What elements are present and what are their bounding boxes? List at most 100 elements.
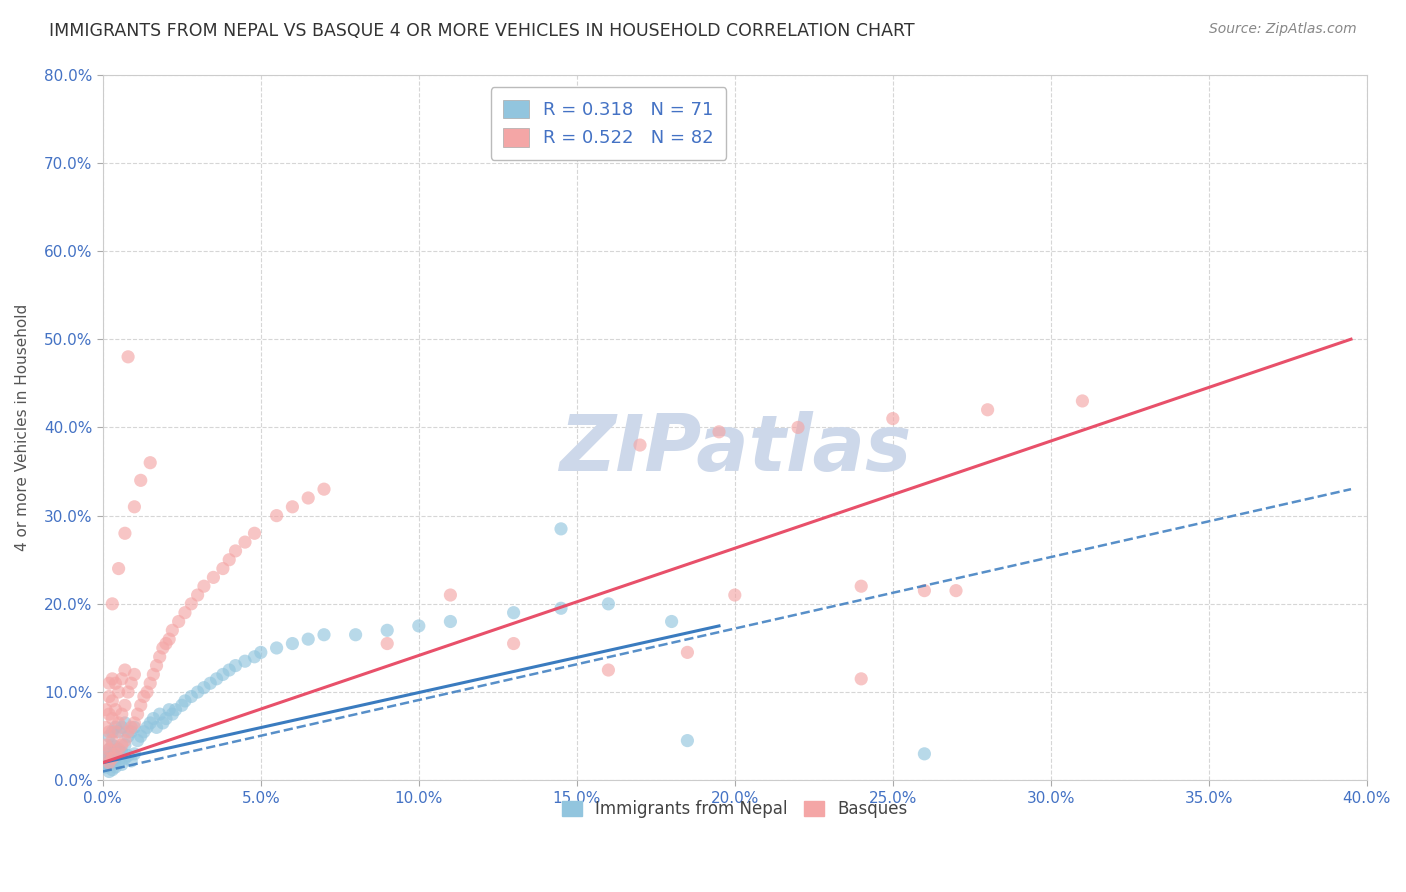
Point bbox=[94, 703, 117, 717]
Point bbox=[98, 724, 121, 739]
Point bbox=[851, 672, 873, 686]
Point bbox=[124, 715, 146, 730]
Point bbox=[157, 703, 180, 717]
Point bbox=[117, 350, 139, 364]
Point bbox=[94, 756, 117, 770]
Point bbox=[550, 522, 572, 536]
Point bbox=[167, 615, 190, 629]
Point bbox=[111, 707, 134, 722]
Point bbox=[104, 720, 127, 734]
Point bbox=[98, 757, 121, 772]
Point bbox=[114, 715, 136, 730]
Point bbox=[94, 747, 117, 761]
Point bbox=[124, 747, 146, 761]
Point bbox=[243, 526, 266, 541]
Point bbox=[628, 438, 651, 452]
Point bbox=[550, 601, 572, 615]
Point bbox=[132, 690, 155, 704]
Point bbox=[101, 751, 124, 765]
Point bbox=[117, 685, 139, 699]
Point bbox=[297, 632, 319, 647]
Point bbox=[107, 742, 129, 756]
Point bbox=[111, 757, 134, 772]
Point bbox=[132, 724, 155, 739]
Point bbox=[912, 747, 935, 761]
Point bbox=[676, 645, 699, 659]
Point bbox=[170, 698, 193, 713]
Point bbox=[124, 720, 146, 734]
Point bbox=[297, 491, 319, 505]
Point bbox=[101, 748, 124, 763]
Point bbox=[312, 482, 335, 496]
Point bbox=[243, 649, 266, 664]
Point bbox=[661, 615, 683, 629]
Point bbox=[439, 588, 461, 602]
Point bbox=[882, 411, 904, 425]
Point bbox=[114, 751, 136, 765]
Point bbox=[101, 672, 124, 686]
Point bbox=[98, 756, 121, 770]
Point bbox=[98, 729, 121, 743]
Point bbox=[225, 658, 247, 673]
Point bbox=[136, 685, 159, 699]
Point bbox=[120, 676, 142, 690]
Point bbox=[101, 712, 124, 726]
Point bbox=[98, 690, 121, 704]
Point bbox=[111, 672, 134, 686]
Point bbox=[120, 720, 142, 734]
Point bbox=[104, 751, 127, 765]
Point bbox=[375, 624, 398, 638]
Text: IMMIGRANTS FROM NEPAL VS BASQUE 4 OR MORE VEHICLES IN HOUSEHOLD CORRELATION CHAR: IMMIGRANTS FROM NEPAL VS BASQUE 4 OR MOR… bbox=[49, 22, 915, 40]
Point bbox=[155, 712, 177, 726]
Text: ZIPatlas: ZIPatlas bbox=[558, 410, 911, 486]
Point bbox=[98, 742, 121, 756]
Point bbox=[104, 747, 127, 761]
Point bbox=[202, 570, 225, 584]
Point bbox=[98, 764, 121, 779]
Point bbox=[149, 707, 172, 722]
Point bbox=[912, 583, 935, 598]
Point bbox=[174, 606, 197, 620]
Point bbox=[124, 500, 146, 514]
Point bbox=[142, 667, 165, 681]
Point bbox=[117, 748, 139, 763]
Point bbox=[233, 654, 256, 668]
Point bbox=[174, 694, 197, 708]
Text: Source: ZipAtlas.com: Source: ZipAtlas.com bbox=[1209, 22, 1357, 37]
Point bbox=[312, 628, 335, 642]
Point bbox=[107, 685, 129, 699]
Point bbox=[142, 712, 165, 726]
Point bbox=[139, 715, 162, 730]
Point bbox=[162, 624, 184, 638]
Point bbox=[101, 733, 124, 747]
Point bbox=[94, 751, 117, 765]
Point bbox=[114, 698, 136, 713]
Point bbox=[124, 667, 146, 681]
Point bbox=[111, 720, 134, 734]
Point bbox=[114, 738, 136, 752]
Point bbox=[218, 663, 240, 677]
Point bbox=[180, 597, 202, 611]
Point bbox=[193, 681, 215, 695]
Point bbox=[114, 526, 136, 541]
Point bbox=[98, 751, 121, 765]
Point bbox=[129, 474, 152, 488]
Point bbox=[94, 760, 117, 774]
Point bbox=[98, 676, 121, 690]
Point bbox=[676, 733, 699, 747]
Point bbox=[101, 694, 124, 708]
Point bbox=[145, 658, 167, 673]
Point bbox=[139, 676, 162, 690]
Point bbox=[976, 402, 998, 417]
Point bbox=[127, 733, 149, 747]
Point bbox=[117, 724, 139, 739]
Point bbox=[724, 588, 747, 602]
Point bbox=[266, 508, 288, 523]
Point bbox=[408, 619, 430, 633]
Point bbox=[101, 756, 124, 770]
Point bbox=[162, 707, 184, 722]
Point bbox=[187, 588, 209, 602]
Point bbox=[598, 597, 620, 611]
Point bbox=[104, 676, 127, 690]
Point bbox=[281, 500, 304, 514]
